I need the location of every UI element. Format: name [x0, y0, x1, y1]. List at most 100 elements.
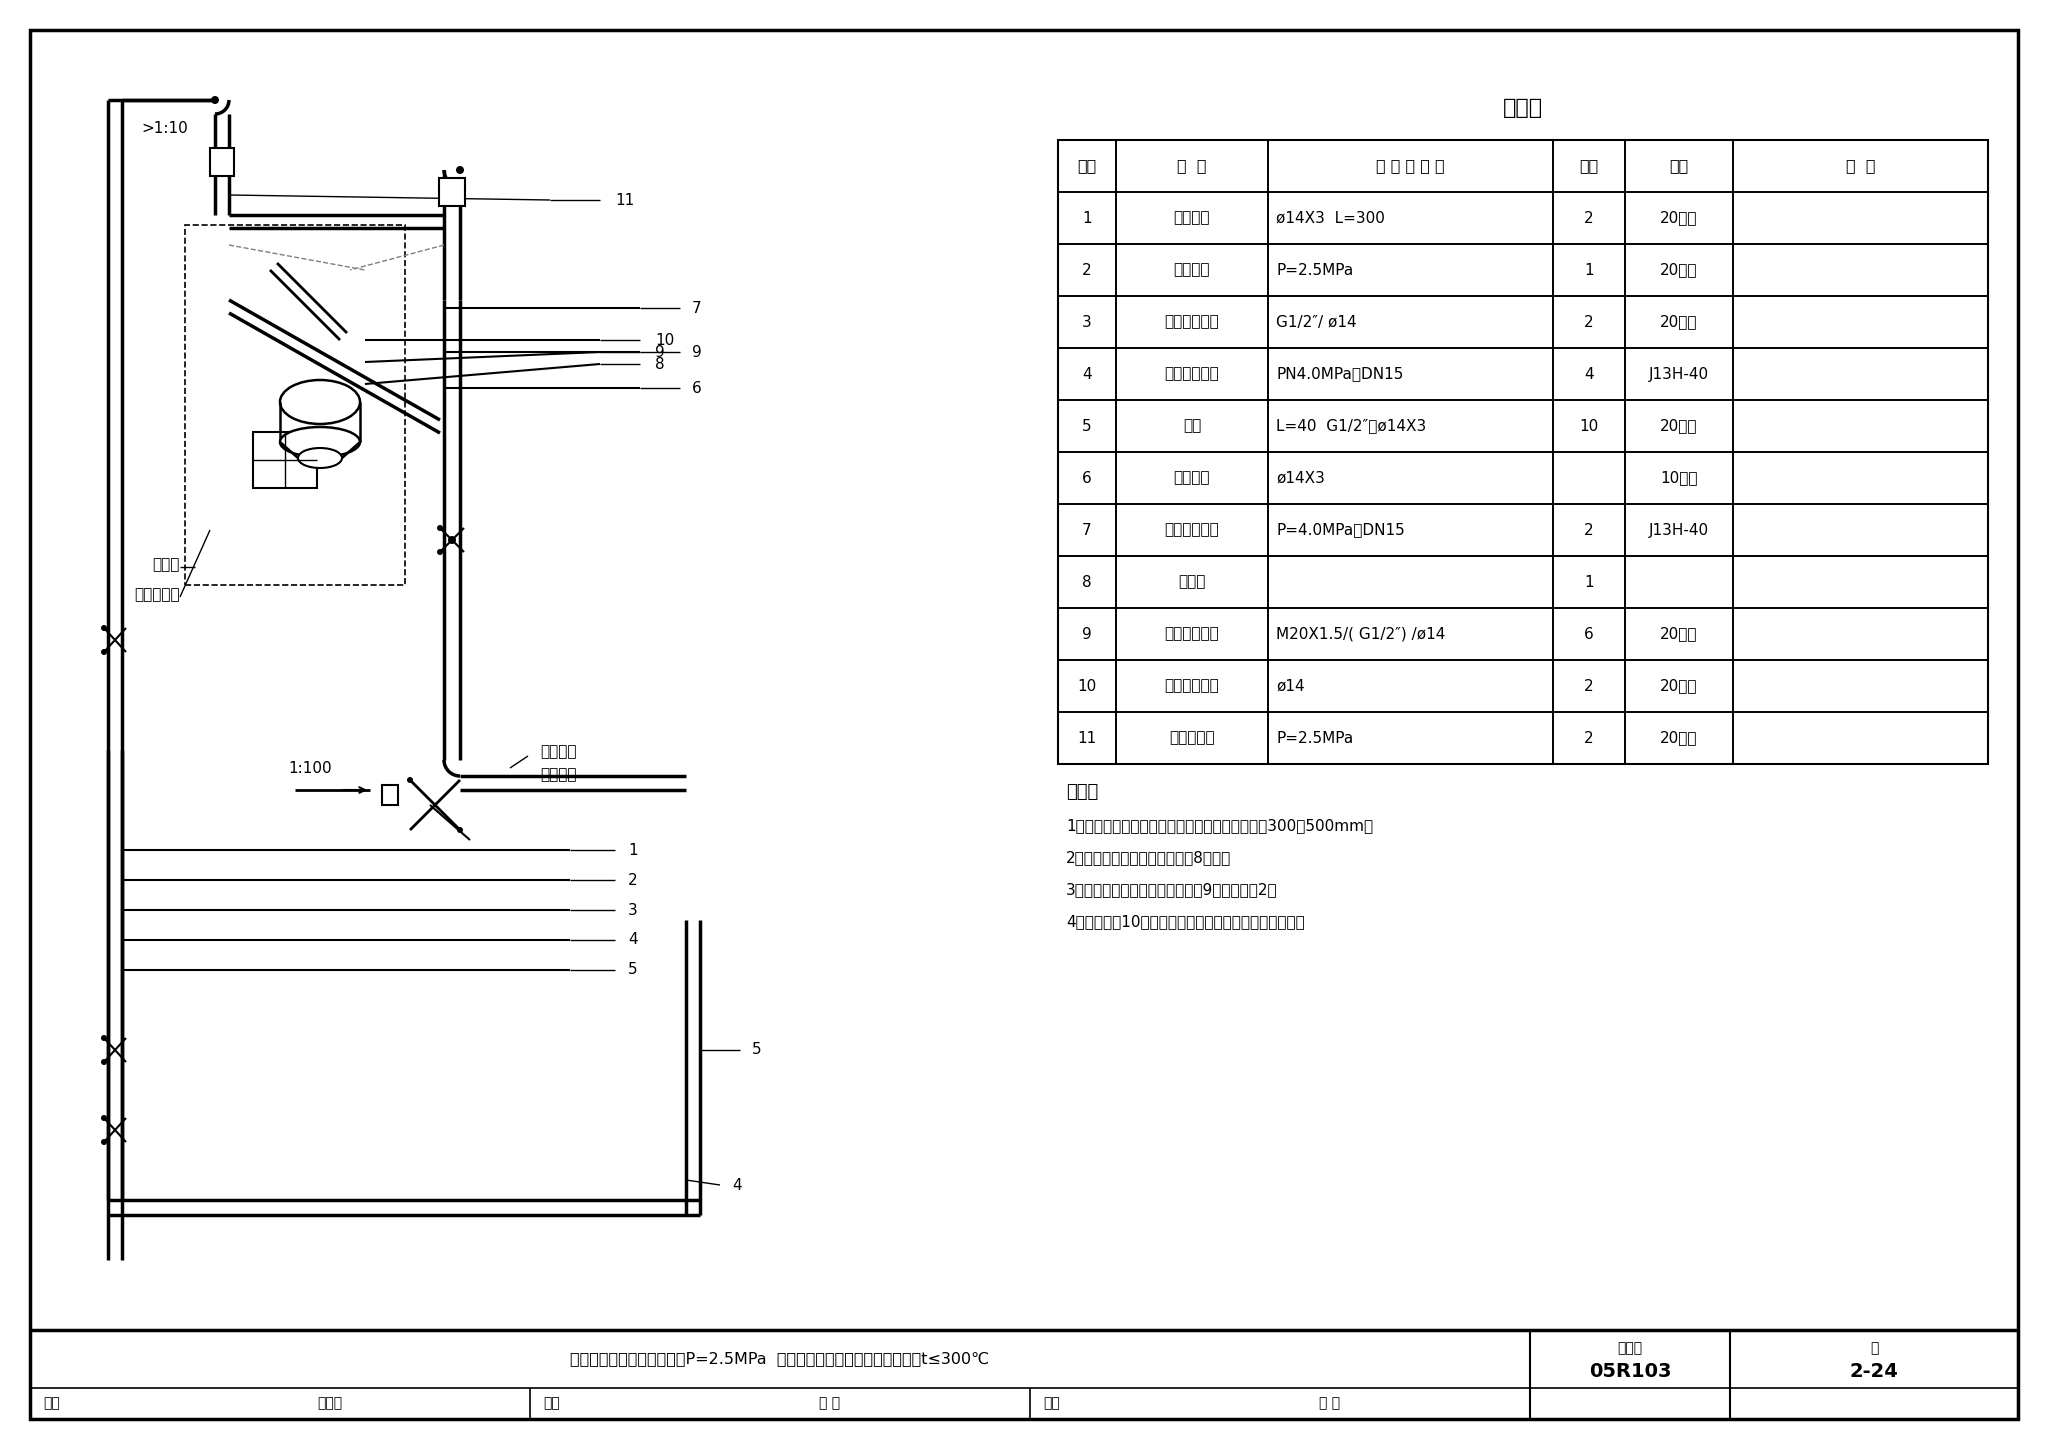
Bar: [1733, 243, 1989, 296]
Bar: [1624, 243, 1733, 296]
Bar: [1624, 348, 1733, 400]
Text: 6: 6: [692, 381, 702, 396]
Bar: [1552, 711, 1624, 764]
Bar: [1268, 711, 1552, 764]
Text: 1、平衡容器至下排污阀的下垂管段长度宜不小于300～500mm。: 1、平衡容器至下排污阀的下垂管段长度宜不小于300～500mm。: [1067, 819, 1372, 833]
Text: 6: 6: [1583, 626, 1593, 642]
Bar: [1116, 243, 1268, 296]
Text: 5: 5: [1081, 419, 1092, 433]
Circle shape: [100, 1114, 106, 1122]
Text: 20号钢: 20号钢: [1661, 419, 1698, 433]
Bar: [1624, 141, 1733, 193]
Text: 审核: 审核: [43, 1397, 59, 1410]
Text: 8: 8: [655, 356, 666, 371]
Text: P=4.0MPa，DN15: P=4.0MPa，DN15: [1276, 523, 1405, 538]
Text: 内螺纹截止阀: 内螺纹截止阀: [1165, 523, 1219, 538]
Text: 4: 4: [629, 933, 637, 948]
Text: M20X1.5/( G1/2″) /ø14: M20X1.5/( G1/2″) /ø14: [1276, 626, 1446, 642]
Text: 测量蒸汽流量管路连接图（P=2.5MPa  差压计高于节流装置带平衡容器）t≤300℃: 测量蒸汽流量管路连接图（P=2.5MPa 差压计高于节流装置带平衡容器）t≤30…: [571, 1352, 989, 1366]
Text: 3: 3: [1081, 314, 1092, 329]
Text: 校对: 校对: [543, 1397, 561, 1410]
Text: 直通终端接头: 直通终端接头: [1165, 626, 1219, 642]
Text: 7: 7: [692, 300, 702, 316]
Circle shape: [449, 536, 457, 543]
Text: 保温箱: 保温箱: [154, 558, 180, 572]
Bar: [1624, 400, 1733, 452]
Bar: [1268, 556, 1552, 609]
Bar: [1116, 400, 1268, 452]
Bar: [1552, 400, 1624, 452]
Bar: [1116, 609, 1268, 659]
Text: 05R103: 05R103: [1589, 1362, 1671, 1381]
Text: 2: 2: [1585, 314, 1593, 329]
Text: 10: 10: [1579, 419, 1599, 433]
Text: 气体收集器: 气体收集器: [1169, 730, 1214, 745]
Bar: [254, 432, 317, 488]
Text: ø14: ø14: [1276, 678, 1305, 694]
Text: 短节: 短节: [1184, 419, 1200, 433]
Bar: [1624, 659, 1733, 711]
Bar: [1059, 296, 1116, 348]
Text: 2: 2: [1585, 210, 1593, 226]
Text: G1/2″/ ø14: G1/2″/ ø14: [1276, 314, 1356, 329]
Text: P=2.5MPa: P=2.5MPa: [1276, 730, 1354, 745]
Text: 11: 11: [614, 193, 635, 207]
Ellipse shape: [281, 380, 360, 425]
Text: PN4.0MPa，DN15: PN4.0MPa，DN15: [1276, 367, 1403, 381]
Bar: [1059, 556, 1116, 609]
Text: 11: 11: [1077, 730, 1096, 745]
Bar: [211, 148, 233, 175]
Bar: [184, 225, 406, 585]
Bar: [1059, 400, 1116, 452]
Text: 7: 7: [1081, 523, 1092, 538]
Bar: [1624, 296, 1733, 348]
Bar: [1268, 348, 1552, 400]
Circle shape: [408, 777, 414, 782]
Bar: [383, 785, 397, 806]
Bar: [1552, 296, 1624, 348]
Text: 2: 2: [1585, 678, 1593, 694]
Bar: [1733, 711, 1989, 764]
Text: 2: 2: [1081, 262, 1092, 278]
Text: 设计: 设计: [1044, 1397, 1061, 1410]
Text: 1: 1: [1585, 262, 1593, 278]
Text: 名  称: 名 称: [1178, 158, 1206, 174]
Circle shape: [457, 167, 465, 174]
Text: J13H-40: J13H-40: [1649, 367, 1710, 381]
Text: 1: 1: [1081, 210, 1092, 226]
Text: 差压变送器: 差压变送器: [135, 587, 180, 603]
Text: 20号钢: 20号钢: [1661, 210, 1698, 226]
Bar: [1733, 556, 1989, 609]
Text: 型 号 及 规 格: 型 号 及 规 格: [1376, 158, 1444, 174]
Text: 材料表: 材料表: [1503, 99, 1542, 117]
Text: 数量: 数量: [1579, 158, 1599, 174]
Bar: [1624, 609, 1733, 659]
Bar: [1733, 193, 1989, 243]
Bar: [1268, 193, 1552, 243]
Text: L=40  G1/2″，ø14X3: L=40 G1/2″，ø14X3: [1276, 419, 1425, 433]
Bar: [1733, 400, 1989, 452]
Text: 页: 页: [1870, 1340, 1878, 1355]
Text: 三阀组: 三阀组: [1178, 574, 1206, 590]
Text: P=2.5MPa: P=2.5MPa: [1276, 262, 1354, 278]
Text: 5: 5: [629, 962, 637, 978]
Bar: [1059, 348, 1116, 400]
Text: 徐邦熙: 徐邦熙: [317, 1397, 342, 1410]
Circle shape: [211, 96, 219, 104]
Bar: [1059, 452, 1116, 504]
Bar: [1624, 504, 1733, 556]
Bar: [1624, 452, 1733, 504]
Circle shape: [100, 625, 106, 630]
Bar: [1552, 348, 1624, 400]
Text: 8: 8: [1081, 574, 1092, 590]
Bar: [1552, 609, 1624, 659]
Bar: [1059, 659, 1116, 711]
Text: 1: 1: [629, 842, 637, 858]
Text: 2-24: 2-24: [1849, 1362, 1898, 1381]
Bar: [1059, 141, 1989, 764]
Bar: [1116, 556, 1268, 609]
Bar: [1059, 141, 1116, 193]
Circle shape: [436, 525, 442, 530]
Text: 序号: 序号: [1077, 158, 1096, 174]
Bar: [1268, 659, 1552, 711]
